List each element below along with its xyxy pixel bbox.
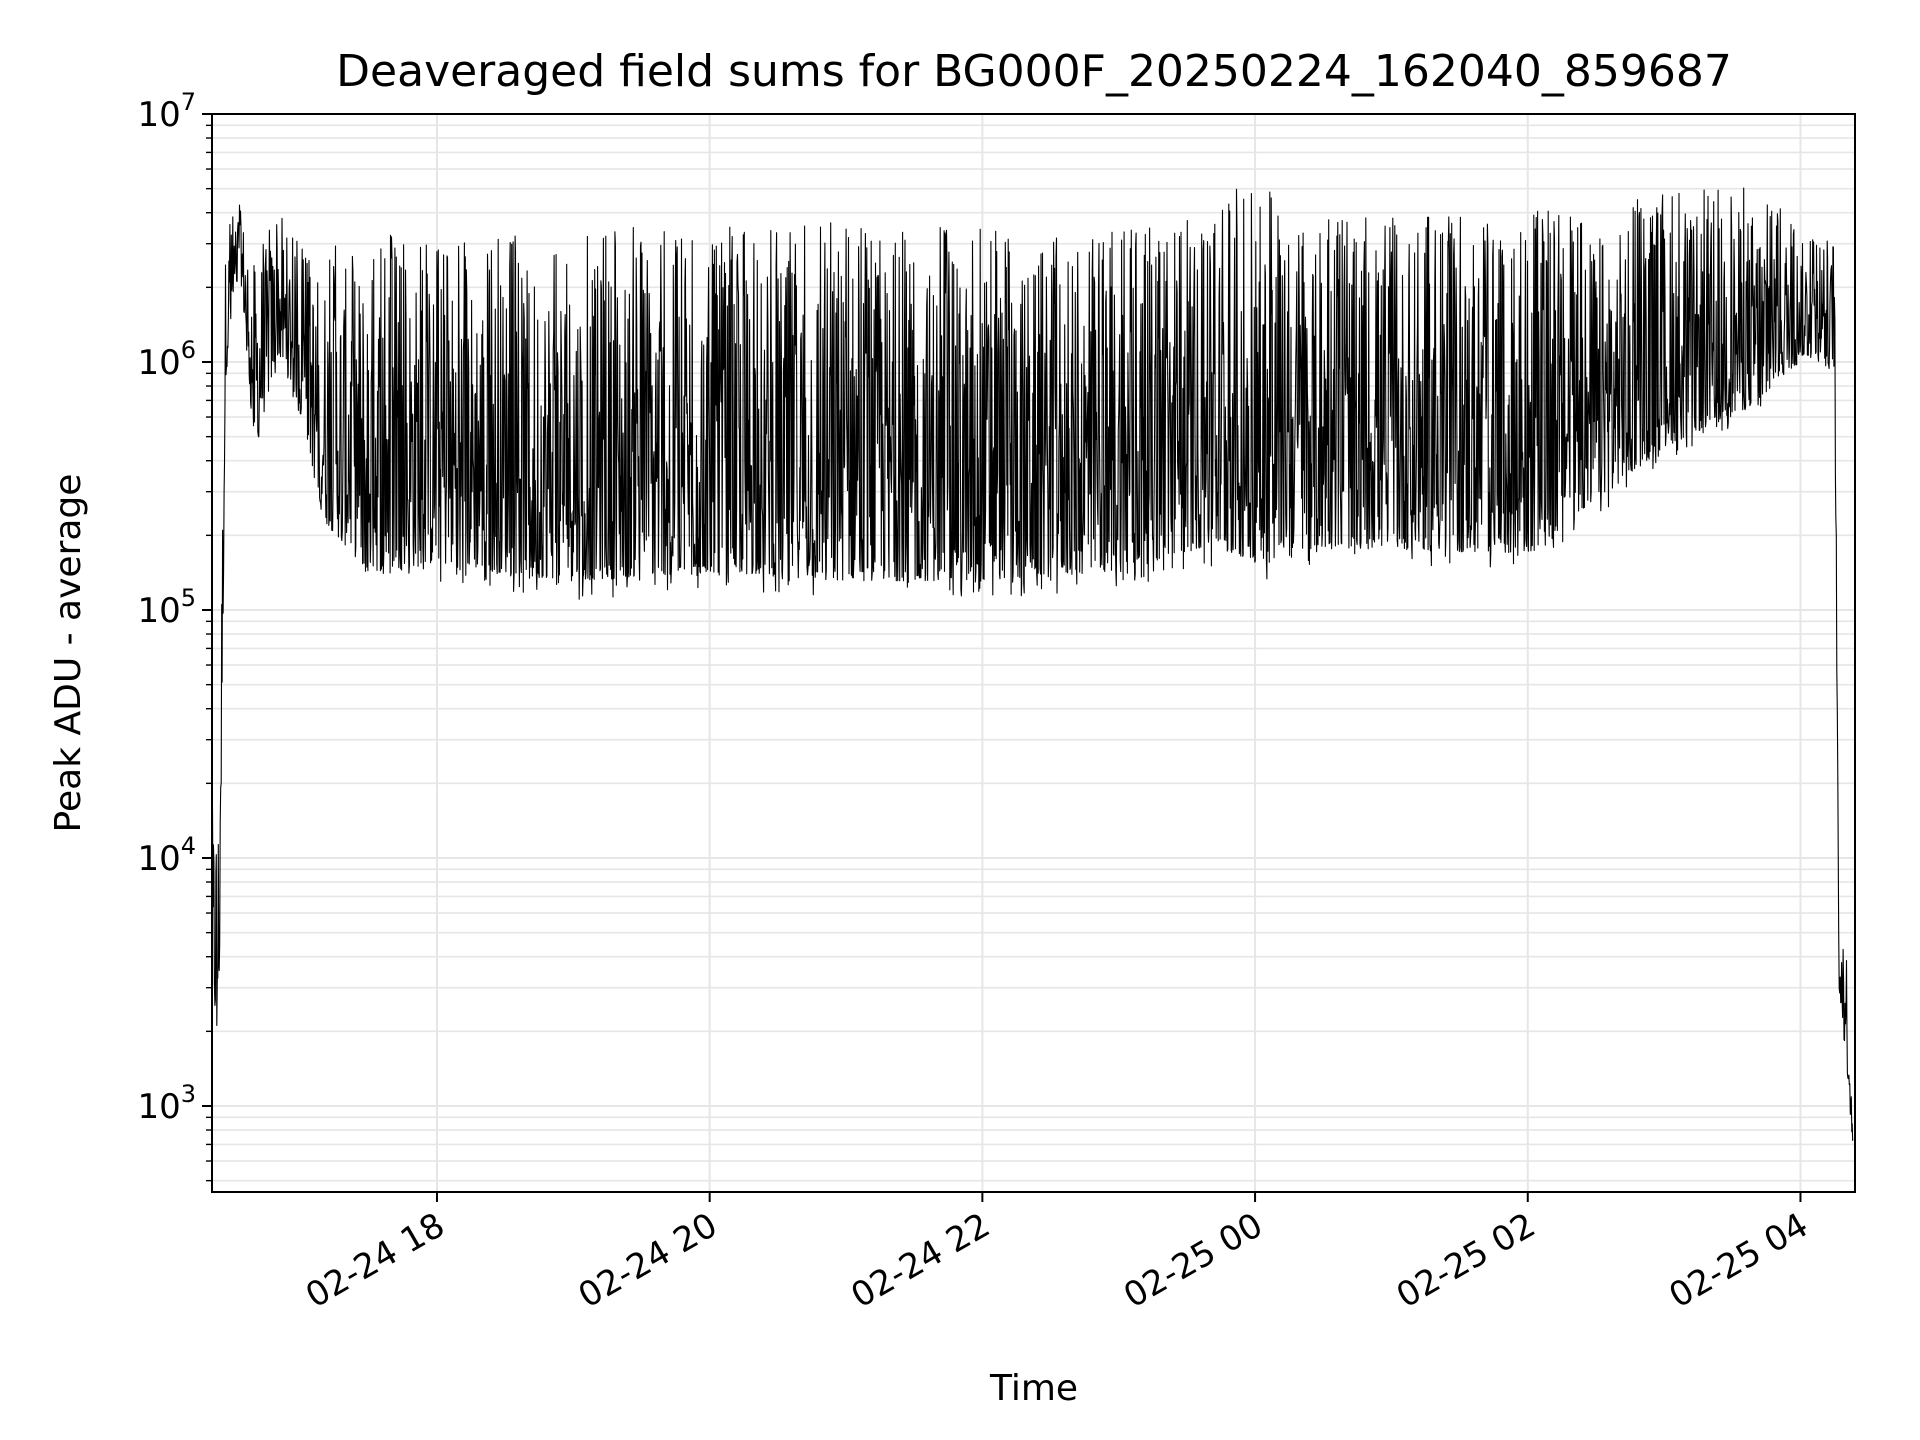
- chart-title: Deaveraged field sums for BG000F_2025022…: [336, 46, 1732, 97]
- series-line: [211, 187, 1854, 1141]
- y-axis-label: Peak ADU - average: [48, 474, 89, 833]
- y-tick-label: 107: [137, 88, 196, 135]
- y-axis: 103 104 105 106 107: [137, 88, 212, 1182]
- y-tick-label: 103: [137, 1080, 196, 1127]
- plot-frame: [211, 113, 1856, 1193]
- y-tick-label: 104: [137, 832, 196, 879]
- x-axis-label: Time: [989, 1368, 1078, 1409]
- y-tick-label: 105: [137, 584, 196, 631]
- y-tick-label: 106: [137, 336, 196, 383]
